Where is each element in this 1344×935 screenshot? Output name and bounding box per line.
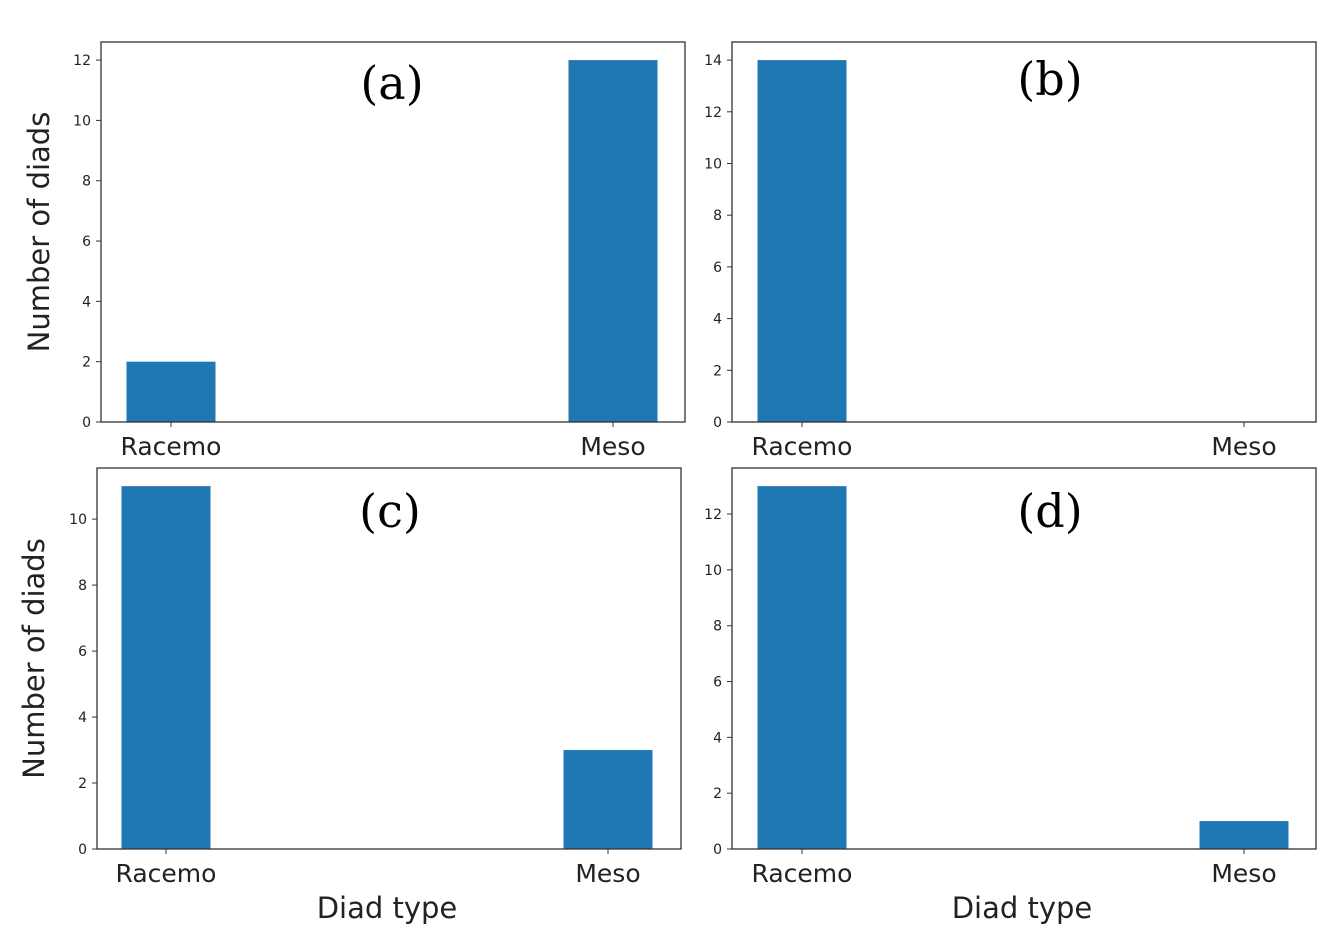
x-tick-label-racemo: Racemo <box>116 859 217 888</box>
y-tick-label: 8 <box>713 619 722 635</box>
chart-panel-2: 0 2 4 6 8 10 12 14 Racemo Meso (b) <box>704 41 1317 461</box>
y-tick-label: 10 <box>69 512 87 528</box>
y-tick-label: 4 <box>78 710 87 726</box>
y-tick-label: 12 <box>704 507 722 523</box>
y-tick-label: 8 <box>713 208 722 224</box>
x-axis-title: Diad type <box>317 891 458 925</box>
bar-racemo <box>757 486 847 849</box>
bar-meso <box>563 750 653 849</box>
bar-racemo <box>126 361 216 422</box>
y-tick-label: 0 <box>82 415 91 431</box>
y-tick-label: 10 <box>73 113 91 129</box>
y-tick-label: 0 <box>713 842 722 858</box>
y-tick-label: 6 <box>82 234 91 250</box>
y-tick-label: 6 <box>713 260 722 276</box>
x-tick-label-meso: Meso <box>575 859 640 888</box>
chart-panel-3: 0 2 4 6 8 10 Racemo Meso (c) Number of diads Diad … <box>17 467 682 925</box>
panel-label: (d) <box>1017 484 1082 538</box>
bar-meso <box>568 60 658 422</box>
panel-label: (c) <box>359 484 421 538</box>
y-tick-label: 0 <box>713 415 722 431</box>
y-tick-label: 14 <box>704 53 722 69</box>
y-tick-label: 4 <box>713 312 722 328</box>
x-tick-label-meso: Meso <box>580 432 645 461</box>
y-tick-label: 4 <box>82 294 91 310</box>
y-tick-label: 2 <box>82 355 91 371</box>
y-tick-label: 10 <box>704 563 722 579</box>
y-axis-title: Number of diads <box>22 112 56 353</box>
x-tick-label-meso: Meso <box>1211 859 1276 888</box>
y-tick-label: 12 <box>73 53 91 69</box>
y-tick-label: 2 <box>713 363 722 379</box>
y-tick-label: 2 <box>78 776 87 792</box>
chart-panel-4: 0 2 4 6 8 10 12 Racemo Meso (d) Diad type <box>704 467 1317 925</box>
bar-racemo <box>757 60 847 422</box>
y-tick-label: 8 <box>82 174 91 190</box>
x-tick-label-racemo: Racemo <box>121 432 222 461</box>
panel-label: (b) <box>1017 52 1082 106</box>
y-tick-label: 2 <box>713 786 722 802</box>
x-tick-label-racemo: Racemo <box>752 859 853 888</box>
y-tick-label: 12 <box>704 105 722 121</box>
bar-meso <box>1199 821 1289 849</box>
axes-frame <box>731 41 1317 423</box>
y-tick-label: 8 <box>78 578 87 594</box>
y-axis-title: Number of diads <box>17 538 51 779</box>
y-tick-label: 10 <box>704 156 722 172</box>
y-tick-label: 0 <box>78 842 87 858</box>
y-tick-label: 6 <box>78 644 87 660</box>
x-tick-label-racemo: Racemo <box>752 432 853 461</box>
y-tick-label: 6 <box>713 675 722 691</box>
x-tick-label-meso: Meso <box>1211 432 1276 461</box>
panel-label: (a) <box>360 56 423 110</box>
x-axis-title: Diad type <box>952 891 1093 925</box>
chart-panel-1: 0 2 4 6 8 10 12 Racemo Meso (a) Number of diads <box>22 41 686 461</box>
axes-frame <box>731 467 1317 850</box>
bar-racemo <box>121 486 211 849</box>
axes-frame <box>100 41 686 423</box>
axes-frame <box>96 467 682 850</box>
y-tick-label: 4 <box>713 730 722 746</box>
